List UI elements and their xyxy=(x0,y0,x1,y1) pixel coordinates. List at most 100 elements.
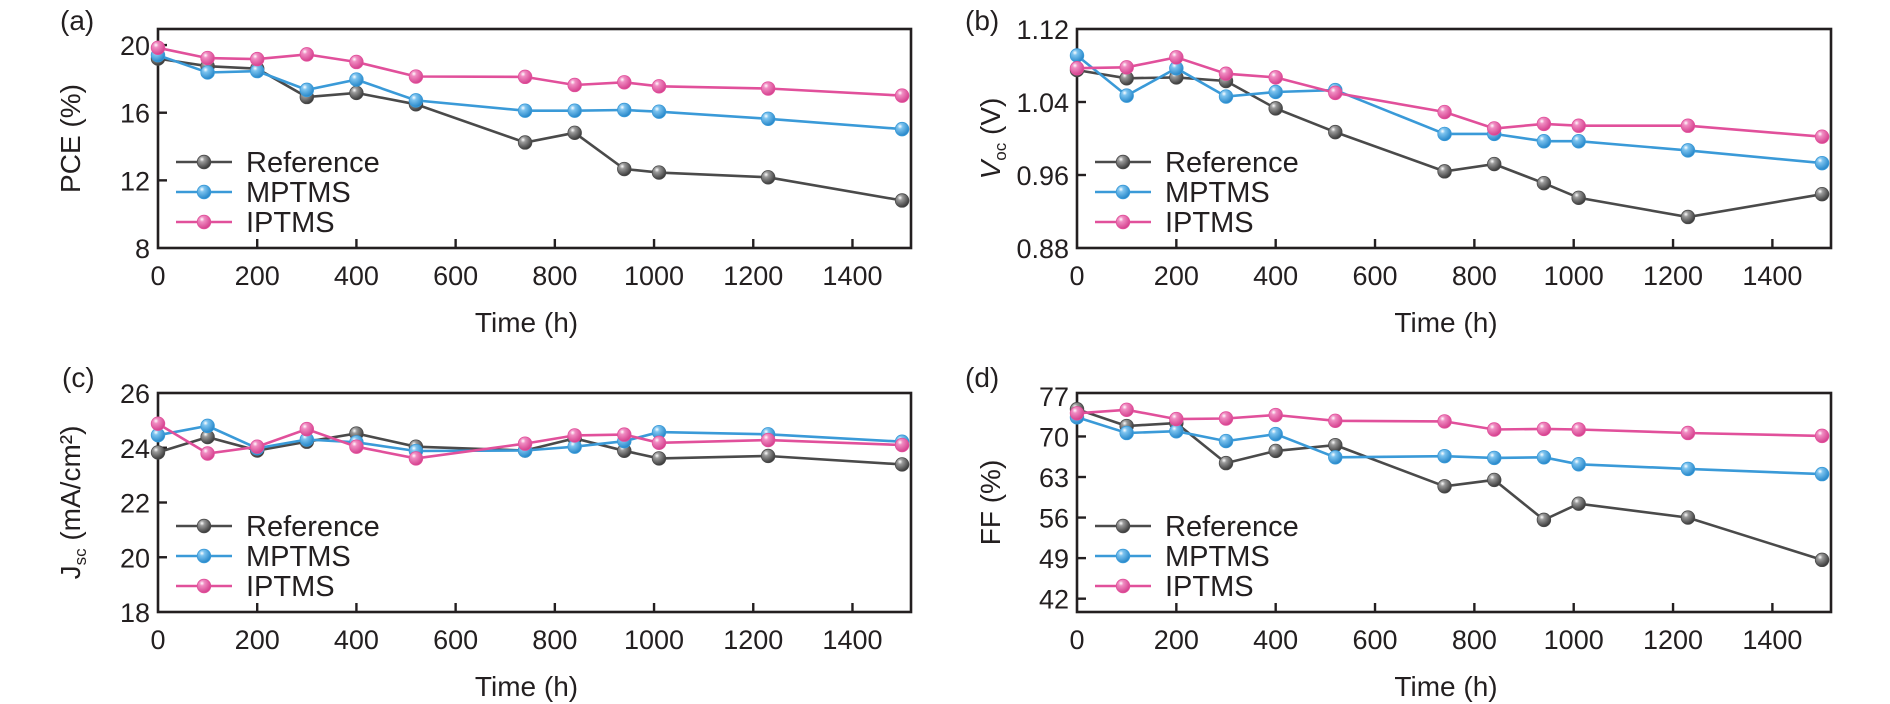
panel-label: (a) xyxy=(60,5,94,36)
data-point-iptms xyxy=(567,77,582,93)
data-point-mptms xyxy=(1571,457,1586,472)
legend-item-reference: Reference xyxy=(1095,147,1299,179)
data-point-mptms xyxy=(651,104,667,119)
series-line-iptms xyxy=(157,46,903,97)
panel-label: (b) xyxy=(965,5,999,36)
series-reference xyxy=(1069,62,1830,225)
data-point-reference xyxy=(517,135,533,150)
x-tick-label: 800 xyxy=(532,625,577,655)
data-point-mptms xyxy=(1814,155,1830,171)
series-line-reference xyxy=(1076,68,1823,219)
series-iptms xyxy=(1069,50,1830,144)
data-point-iptms xyxy=(200,50,215,66)
x-axis-title: Time (h) xyxy=(1394,307,1497,338)
data-point-iptms xyxy=(349,439,364,454)
legend-marker xyxy=(1115,184,1131,200)
data-point-reference xyxy=(651,165,667,180)
y-axis-title-main: FF (%) xyxy=(975,460,1006,546)
data-point-iptms xyxy=(1069,406,1085,421)
data-point-mptms xyxy=(250,63,265,79)
y-tick-label: 16 xyxy=(120,99,150,129)
data-point-iptms xyxy=(760,432,776,448)
data-point-iptms xyxy=(617,427,632,442)
y-tick-label: 20 xyxy=(120,31,150,61)
y-tick-label: 63 xyxy=(1039,463,1069,493)
y-tick-label: 1.12 xyxy=(1016,15,1069,45)
data-point-reference xyxy=(1487,472,1502,488)
data-point-mptms xyxy=(1218,89,1234,104)
data-point-reference xyxy=(349,85,364,101)
data-point-mptms xyxy=(200,418,215,434)
x-tick-label: 1000 xyxy=(1544,625,1604,655)
x-tick-label: 800 xyxy=(532,261,577,291)
series-iptms xyxy=(150,40,910,103)
legend-label: MPTMS xyxy=(1165,541,1270,573)
data-point-mptms xyxy=(1487,450,1502,466)
data-point-iptms xyxy=(1814,129,1830,144)
series-mptms xyxy=(150,48,910,137)
data-point-iptms xyxy=(1571,118,1586,133)
legend-item-reference: Reference xyxy=(1095,511,1299,543)
legend-label: Reference xyxy=(246,147,380,179)
data-point-iptms xyxy=(349,54,364,70)
data-point-iptms xyxy=(517,436,533,451)
x-tick-label: 0 xyxy=(150,625,165,655)
x-tick-label: 1000 xyxy=(624,261,684,291)
data-point-reference xyxy=(1268,101,1283,116)
y-axis-title: FF (%) xyxy=(975,460,1006,546)
panel-label: (d) xyxy=(965,362,999,393)
data-point-iptms xyxy=(408,451,424,466)
x-tick-label: 1200 xyxy=(1643,261,1703,291)
x-tick-label: 200 xyxy=(235,625,280,655)
data-point-iptms xyxy=(250,439,265,454)
data-point-iptms xyxy=(408,69,424,84)
data-point-iptms xyxy=(651,435,667,451)
series-line-reference xyxy=(1076,407,1823,562)
y-axis-title-subscript: oc xyxy=(991,142,1010,160)
y-tick-label: 12 xyxy=(120,166,150,196)
data-point-mptms xyxy=(1119,88,1134,103)
legend-label: MPTMS xyxy=(246,541,351,573)
data-point-reference xyxy=(1218,455,1234,471)
x-tick-label: 600 xyxy=(1352,261,1397,291)
x-tick-label: 1200 xyxy=(723,261,783,291)
data-point-iptms xyxy=(651,79,667,94)
x-tick-label: 800 xyxy=(1452,261,1497,291)
series-line-mptms xyxy=(1076,416,1823,476)
legend-label: MPTMS xyxy=(1165,177,1270,209)
y-tick-label: 26 xyxy=(120,379,150,409)
x-tick-label: 1200 xyxy=(1643,625,1703,655)
data-point-reference xyxy=(567,125,582,141)
legend-item-mptms: MPTMS xyxy=(176,541,351,573)
x-tick-label: 1200 xyxy=(723,625,783,655)
legend-marker xyxy=(1115,578,1131,594)
data-point-iptms xyxy=(1680,425,1696,441)
data-point-iptms xyxy=(1814,428,1830,444)
data-point-mptms xyxy=(1268,84,1283,100)
legend-label: Reference xyxy=(1165,511,1299,543)
plot-frame xyxy=(1075,391,1833,614)
legend-marker xyxy=(196,214,212,230)
data-point-reference xyxy=(1536,176,1552,191)
legend-item-iptms: IPTMS xyxy=(176,207,335,239)
y-tick-label: 22 xyxy=(120,489,150,519)
data-point-mptms xyxy=(517,103,533,118)
data-point-mptms xyxy=(1069,48,1085,63)
panel-d: (d) 0 200 400 600 800 1000 1200 1400 Time (h) 42 49… xyxy=(965,362,1833,702)
data-point-mptms xyxy=(1437,126,1452,142)
data-point-reference xyxy=(760,448,776,464)
x-tick-label: 1000 xyxy=(1544,261,1604,291)
data-point-iptms xyxy=(1536,116,1552,132)
y-tick-label: 42 xyxy=(1039,585,1069,615)
legend-item-mptms: MPTMS xyxy=(1095,541,1270,573)
data-point-reference xyxy=(1487,156,1502,172)
x-tick-label: 600 xyxy=(1352,625,1397,655)
data-point-mptms xyxy=(1680,143,1696,158)
data-point-reference xyxy=(1571,190,1586,206)
legend-marker xyxy=(1115,154,1131,170)
x-tick-label: 0 xyxy=(150,261,165,291)
panel-label: (c) xyxy=(62,362,95,393)
